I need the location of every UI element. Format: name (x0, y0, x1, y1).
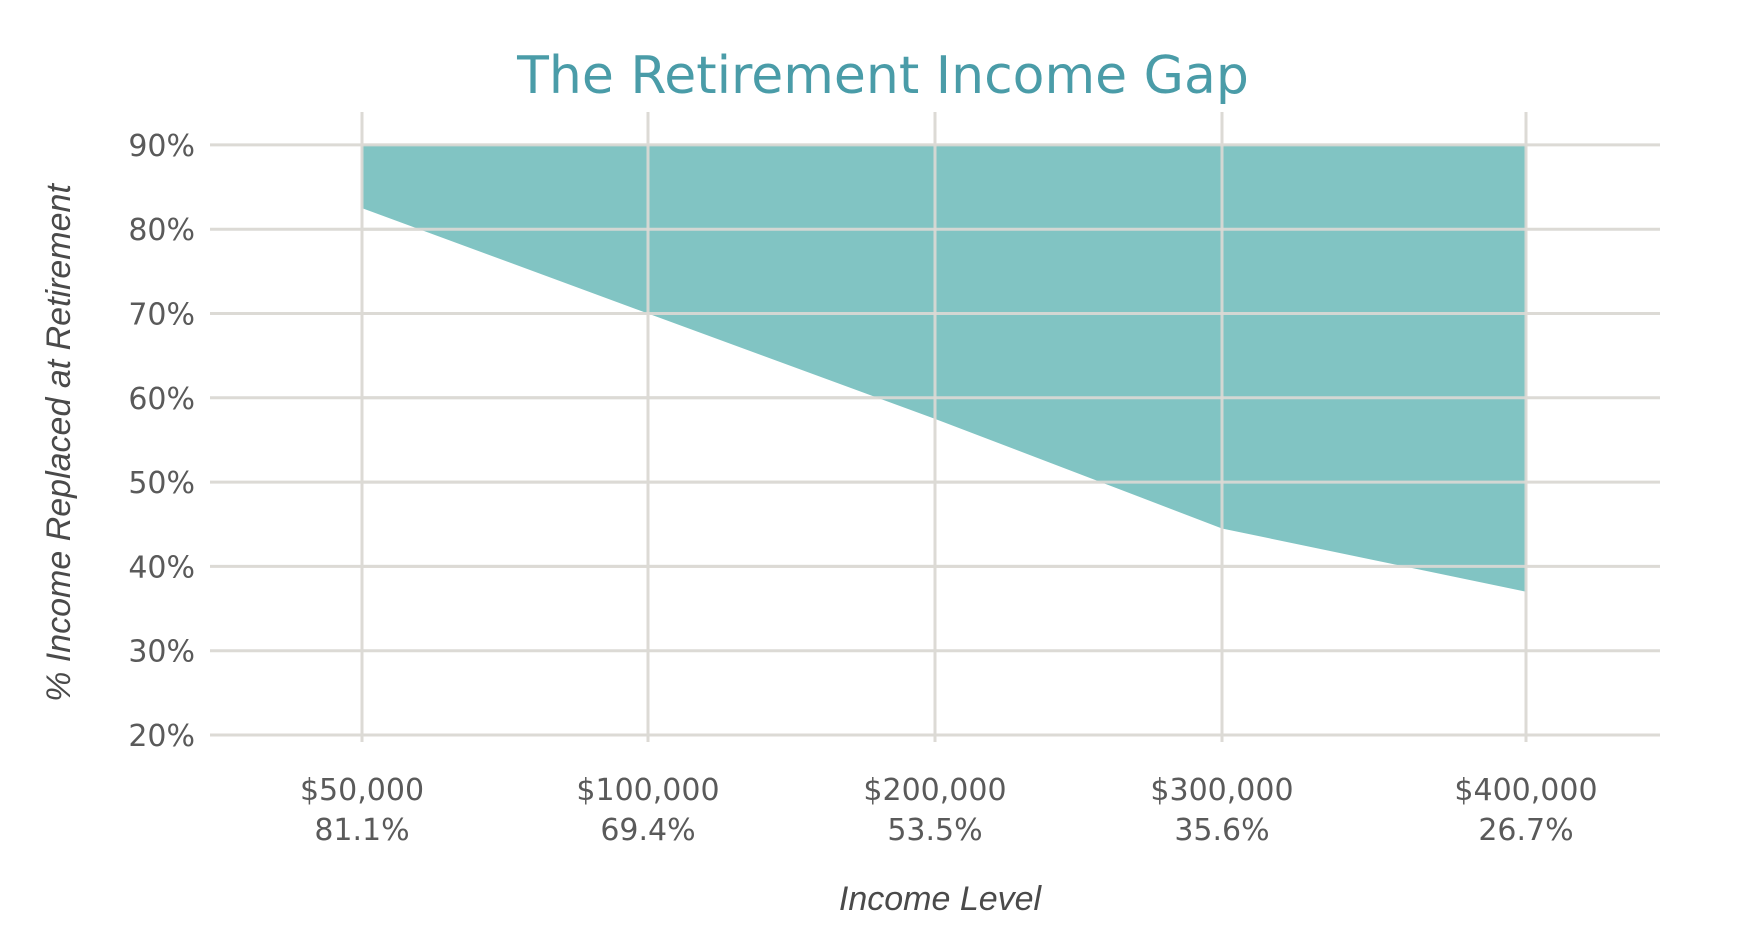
x-tick-sublabel: 53.5% (887, 813, 982, 848)
y-axis-label: % Income Replaced at Retirement (40, 183, 78, 702)
y-axis-ticks: 20% 30% 40% 50% 60% 70% 80% 90% (128, 129, 195, 754)
x-tick-label: $50,000 (300, 773, 424, 808)
x-tick-label: $100,000 (576, 773, 719, 808)
chart-title: The Retirement Income Gap (516, 46, 1249, 106)
y-tick-label: 40% (128, 550, 195, 585)
x-tick-label: $300,000 (1150, 773, 1293, 808)
y-tick-label: 70% (128, 298, 195, 333)
x-tick-sublabel: 69.4% (600, 813, 695, 848)
x-axis-label: Income Level (839, 880, 1043, 918)
x-tick-label: $400,000 (1454, 773, 1597, 808)
y-tick-label: 90% (128, 129, 195, 164)
area-layer (360, 143, 1528, 742)
x-tick-sublabel: 26.7% (1478, 813, 1573, 848)
y-tick-label: 20% (128, 719, 195, 754)
y-tick-label: 30% (128, 635, 195, 670)
x-axis-ticks: $50,000 81.1% $100,000 69.4% $200,000 53.5% $3… (300, 773, 1598, 848)
y-tick-label: 60% (128, 382, 195, 417)
x-tick-sublabel: 35.6% (1174, 813, 1269, 848)
x-tick-sublabel: 81.1% (314, 813, 409, 848)
x-tick-label: $200,000 (863, 773, 1006, 808)
gap-area (362, 144, 1526, 592)
y-tick-label: 50% (128, 466, 195, 501)
y-tick-label: 80% (128, 213, 195, 248)
